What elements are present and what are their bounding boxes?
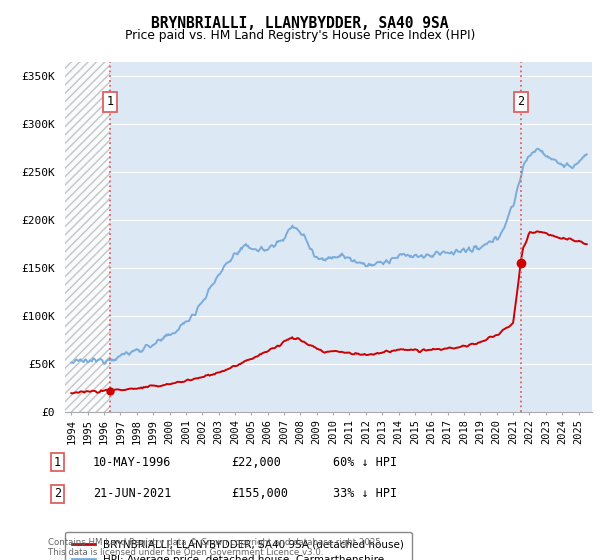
Bar — [65, 62, 110, 412]
Text: BRYNBRIALLI, LLANYBYDDER, SA40 9SA: BRYNBRIALLI, LLANYBYDDER, SA40 9SA — [151, 16, 449, 31]
Text: Contains HM Land Registry data © Crown copyright and database right 2025.
This d: Contains HM Land Registry data © Crown c… — [48, 538, 383, 557]
Text: 21-JUN-2021: 21-JUN-2021 — [93, 487, 172, 501]
Text: Price paid vs. HM Land Registry's House Price Index (HPI): Price paid vs. HM Land Registry's House … — [125, 29, 475, 42]
Text: 1: 1 — [54, 455, 61, 469]
Text: 33% ↓ HPI: 33% ↓ HPI — [333, 487, 397, 501]
Text: 10-MAY-1996: 10-MAY-1996 — [93, 455, 172, 469]
Text: £155,000: £155,000 — [231, 487, 288, 501]
Text: 2: 2 — [54, 487, 61, 501]
Legend: BRYNBRIALLI, LLANYBYDDER, SA40 9SA (detached house), HPI: Average price, detache: BRYNBRIALLI, LLANYBYDDER, SA40 9SA (deta… — [65, 533, 412, 560]
Text: 2: 2 — [517, 95, 524, 108]
Text: 1: 1 — [106, 95, 113, 108]
Text: 60% ↓ HPI: 60% ↓ HPI — [333, 455, 397, 469]
Text: £22,000: £22,000 — [231, 455, 281, 469]
